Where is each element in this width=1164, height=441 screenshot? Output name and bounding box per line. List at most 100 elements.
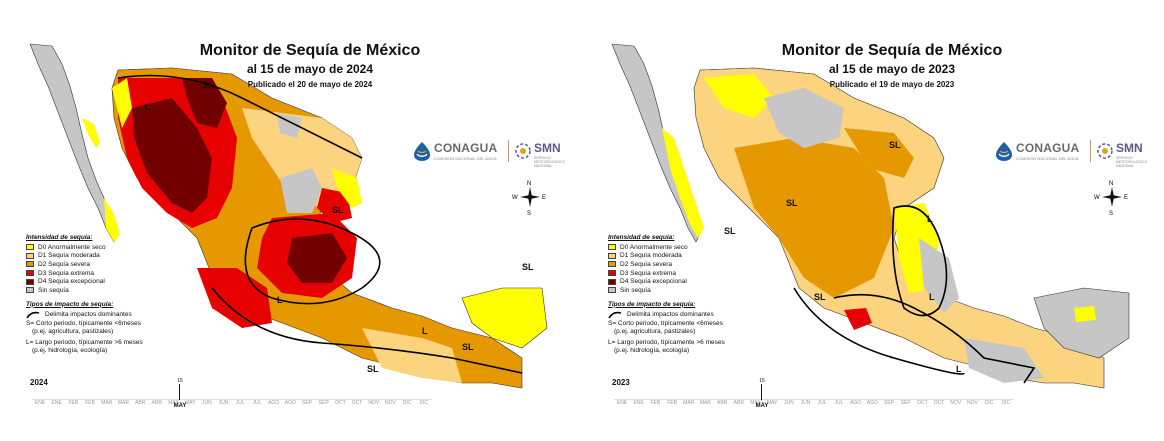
timeline-month-label: DIC: [984, 400, 994, 406]
d2-central: [734, 138, 894, 298]
smn-subtitle: SERVICIO METEOROLÓGICO NACIONAL: [1116, 156, 1148, 168]
d0-gulf: [332, 168, 362, 208]
legend-impact-line: Delimita impactos dominantes: [26, 310, 201, 320]
timeline-months: ENE ENE FEB FEB MAR MAR ABR ABR MAY MAY JUN JUN JUL J…: [614, 400, 1014, 410]
timeline-month-label: ABR: [733, 400, 744, 406]
timeline-month-label: ENE: [616, 400, 628, 406]
legend-item-d1: D1 Sequía moderada: [26, 252, 201, 261]
timeline: 2024 ENE ENE FEB FEB MAR MAR ABR ABR MAY MAY JUN JU…: [22, 378, 570, 418]
baja-d0: [662, 128, 704, 238]
d1-south: [362, 328, 462, 383]
drought-map-2024: SL L SL L SL SL SL L: [29, 43, 548, 389]
map-frame: SL SL SL SL L L L SL: [604, 38, 1152, 421]
timeline-month-label: NOV: [368, 400, 380, 406]
d3-michoacan: [844, 308, 872, 330]
d1-northeast: [242, 108, 362, 208]
timeline-month-label: MAR: [117, 400, 129, 406]
conagua-subtitle: COMISIÓN NACIONAL DEL AGUA: [434, 156, 497, 161]
timeline-month-label: ABR: [716, 400, 728, 406]
timeline-month-label: JUL: [252, 400, 262, 406]
d2-northeast: [844, 128, 914, 178]
conagua-logo-icon: [414, 142, 430, 161]
label-l-2: L: [277, 295, 283, 305]
timeline-month-label: OCT: [917, 400, 928, 406]
smn-wordmark: SMN: [1116, 141, 1143, 155]
timeline-month-label: JUL: [235, 400, 245, 406]
map-subtitle: al 15 de mayo de 2023: [828, 62, 956, 76]
timeline-month-label: JUL: [817, 400, 827, 406]
smn-subtitle: SERVICIO METEOROLÓGICO NACIONAL: [534, 156, 566, 168]
legend-item-d2: D2 Sequía severa: [26, 260, 201, 269]
timeline-cursor: [179, 384, 181, 400]
map-title: Monitor de Sequía de México: [781, 42, 1003, 59]
impact-boundary-east: [891, 205, 948, 317]
impact-boundary-south: [833, 293, 1036, 384]
swatch-none: [26, 287, 34, 294]
svg-text:N: N: [527, 181, 531, 187]
timeline-cursor: [761, 384, 763, 400]
boundary-line-icon: [608, 311, 622, 318]
timeline-cursor-day: 15: [177, 378, 183, 384]
legend-impact-s: S= Corto periodo, típicamente <6meses: [26, 319, 141, 327]
logo-separator: [1090, 140, 1091, 162]
timeline-axis: [32, 396, 432, 400]
timeline-month-label: ENE: [51, 400, 62, 406]
smn-logo-icon: [1097, 143, 1113, 159]
timeline-month-label: NOV: [385, 400, 396, 406]
timeline-months: ENE ENE FEB FEB MAR MAR ABR ABR MAY MAY JUN JUN JUL J…: [32, 400, 432, 410]
legend-impact-l-example: (p.ej. hidrología, ecología): [614, 346, 690, 354]
impact-boundary-south: [211, 287, 523, 374]
boundary-line-icon: [26, 311, 40, 318]
legend: Intensidad de sequía: D0 Anormalmente se…: [608, 234, 783, 355]
d4-sonora: [132, 98, 212, 213]
legend-item-d4: D4 Sequía excepcional: [608, 277, 783, 286]
conagua-subtitle: COMISIÓN NACIONAL DEL AGUA: [1016, 156, 1079, 161]
timeline-month-label: JUN: [218, 400, 229, 406]
drought-map-2023: SL SL SL SL L L L SL: [611, 43, 1130, 389]
label-sl-2: SL: [332, 205, 344, 215]
label-sl-2: SL: [724, 226, 736, 236]
map-subtitle: al 15 de mayo de 2024: [246, 62, 374, 76]
swatch-d1: [26, 252, 34, 259]
label-sl-3: SL: [814, 292, 826, 302]
no-drought-gulf: [919, 238, 959, 313]
conagua-logo-icon: [996, 142, 1012, 161]
legend-item-d3: D3 Sequía extrema: [608, 269, 783, 278]
agency-logos: CONAGUA COMISIÓN NACIONAL DEL AGUA SMN S…: [410, 138, 570, 168]
legend-impact-line: Delimita impactos dominantes: [608, 310, 783, 320]
label-sl-1: SL: [202, 80, 214, 90]
svg-text:E: E: [1124, 195, 1128, 201]
timeline-cursor-month: MAY: [173, 403, 187, 409]
legend-item-d3: D3 Sequía extrema: [26, 269, 201, 278]
us-border: [699, 67, 905, 119]
swatch-d1: [608, 252, 616, 259]
timeline-month-label: ENE: [34, 400, 46, 406]
label-l-1: L: [145, 102, 151, 112]
timeline-month-label: MAR: [699, 400, 711, 406]
label-l-2: L: [929, 292, 935, 302]
label-l-3: L: [422, 326, 428, 336]
legend-item-d2: D2 Sequía severa: [608, 260, 783, 269]
panel-2023: SL SL SL SL L L L SL Monitor de Sequía d…: [582, 0, 1164, 441]
timeline-month-label: NOV: [967, 400, 978, 406]
timeline-axis: [614, 396, 1014, 400]
no-drought-yucatan: [1033, 287, 1130, 359]
timeline-month-label: SEP: [301, 400, 312, 406]
timeline-month-label: MAY: [766, 400, 778, 406]
timeline-month-label: AGO: [284, 400, 296, 406]
swatch-d4: [26, 278, 34, 285]
no-drought-chihuahua: [764, 88, 844, 148]
impact-boundary-pacific: [793, 287, 965, 375]
timeline-month-label: MAY: [750, 400, 761, 406]
timeline-month-label: MAY: [184, 400, 196, 406]
d0-west: [112, 78, 132, 128]
legend-impact-s-example: (p.ej. agricultura, pastizales): [614, 327, 696, 335]
timeline-month-label: MAR: [683, 400, 695, 406]
label-sl-5: SL: [367, 364, 379, 374]
label-sl-1: SL: [889, 140, 901, 150]
legend-item-d0: D0 Anormalmente seco: [26, 243, 201, 252]
map-frame: SL L SL L SL SL SL L: [22, 38, 570, 421]
legend-item-none: Sin sequía: [26, 286, 201, 295]
swatch-d0: [608, 244, 616, 251]
legend: Intensidad de sequía: D0 Anormalmente se…: [26, 234, 201, 355]
